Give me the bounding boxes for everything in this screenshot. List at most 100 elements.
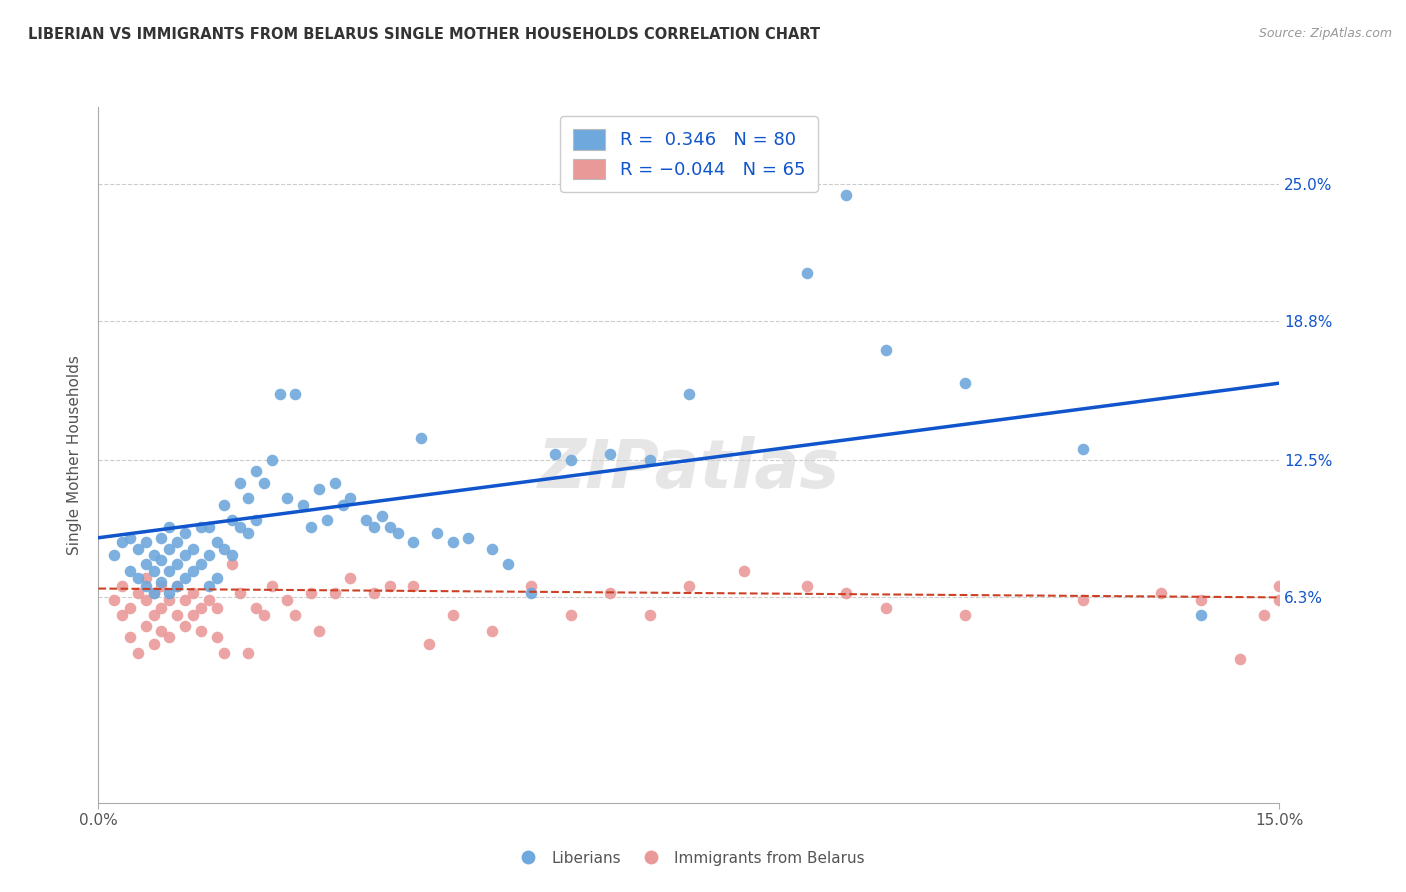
- Point: [150, 531, 173, 545]
- Point: [835, 188, 858, 202]
- Point: [214, 541, 236, 556]
- Point: [560, 608, 582, 623]
- Point: [441, 608, 464, 623]
- Point: [599, 586, 621, 600]
- Point: [118, 630, 141, 644]
- Point: [229, 586, 252, 600]
- Point: [103, 592, 125, 607]
- Point: [299, 586, 322, 600]
- Point: [174, 549, 197, 563]
- Point: [166, 535, 188, 549]
- Point: [269, 387, 291, 401]
- Point: [111, 608, 134, 623]
- Point: [332, 498, 354, 512]
- Point: [245, 601, 267, 615]
- Point: [520, 586, 543, 600]
- Point: [378, 519, 401, 533]
- Point: [1229, 652, 1251, 666]
- Point: [197, 519, 219, 533]
- Point: [236, 646, 259, 660]
- Point: [103, 549, 125, 563]
- Point: [638, 608, 661, 623]
- Point: [276, 491, 298, 505]
- Point: [214, 498, 236, 512]
- Point: [157, 541, 180, 556]
- Legend: Liberians, Immigrants from Belarus: Liberians, Immigrants from Belarus: [508, 845, 870, 871]
- Point: [733, 564, 755, 578]
- Point: [142, 586, 165, 600]
- Point: [118, 601, 141, 615]
- Point: [205, 630, 228, 644]
- Point: [308, 482, 330, 496]
- Point: [253, 475, 276, 490]
- Point: [157, 586, 180, 600]
- Point: [135, 558, 157, 572]
- Point: [1253, 608, 1275, 623]
- Point: [197, 579, 219, 593]
- Point: [402, 535, 425, 549]
- Point: [402, 579, 425, 593]
- Point: [150, 601, 173, 615]
- Point: [1150, 586, 1173, 600]
- Point: [174, 570, 197, 584]
- Point: [157, 592, 180, 607]
- Point: [181, 608, 204, 623]
- Point: [496, 558, 519, 572]
- Point: [520, 579, 543, 593]
- Text: Source: ZipAtlas.com: Source: ZipAtlas.com: [1258, 27, 1392, 40]
- Point: [205, 570, 228, 584]
- Point: [796, 579, 818, 593]
- Point: [127, 541, 149, 556]
- Point: [363, 519, 385, 533]
- Point: [339, 491, 361, 505]
- Point: [142, 608, 165, 623]
- Point: [174, 592, 197, 607]
- Point: [205, 535, 228, 549]
- Point: [387, 526, 409, 541]
- Point: [135, 535, 157, 549]
- Point: [190, 601, 212, 615]
- Point: [457, 531, 479, 545]
- Point: [127, 570, 149, 584]
- Point: [174, 526, 197, 541]
- Point: [118, 531, 141, 545]
- Point: [181, 564, 204, 578]
- Point: [599, 447, 621, 461]
- Point: [284, 608, 307, 623]
- Point: [166, 579, 188, 593]
- Point: [481, 624, 503, 638]
- Point: [678, 387, 700, 401]
- Point: [197, 549, 219, 563]
- Point: [166, 579, 188, 593]
- Point: [544, 447, 567, 461]
- Point: [111, 535, 134, 549]
- Point: [157, 519, 180, 533]
- Point: [111, 579, 134, 593]
- Point: [142, 549, 165, 563]
- Point: [205, 601, 228, 615]
- Point: [174, 619, 197, 633]
- Point: [299, 519, 322, 533]
- Point: [229, 475, 252, 490]
- Point: [875, 601, 897, 615]
- Point: [181, 586, 204, 600]
- Point: [426, 526, 449, 541]
- Point: [150, 579, 173, 593]
- Point: [260, 579, 283, 593]
- Point: [315, 513, 337, 527]
- Point: [221, 558, 243, 572]
- Point: [118, 564, 141, 578]
- Point: [378, 579, 401, 593]
- Point: [127, 586, 149, 600]
- Y-axis label: Single Mother Households: Single Mother Households: [67, 355, 83, 555]
- Point: [339, 570, 361, 584]
- Point: [181, 541, 204, 556]
- Point: [411, 431, 433, 445]
- Point: [292, 498, 315, 512]
- Point: [418, 637, 440, 651]
- Point: [796, 266, 818, 280]
- Point: [142, 637, 165, 651]
- Point: [371, 508, 394, 523]
- Point: [875, 343, 897, 357]
- Point: [1071, 592, 1094, 607]
